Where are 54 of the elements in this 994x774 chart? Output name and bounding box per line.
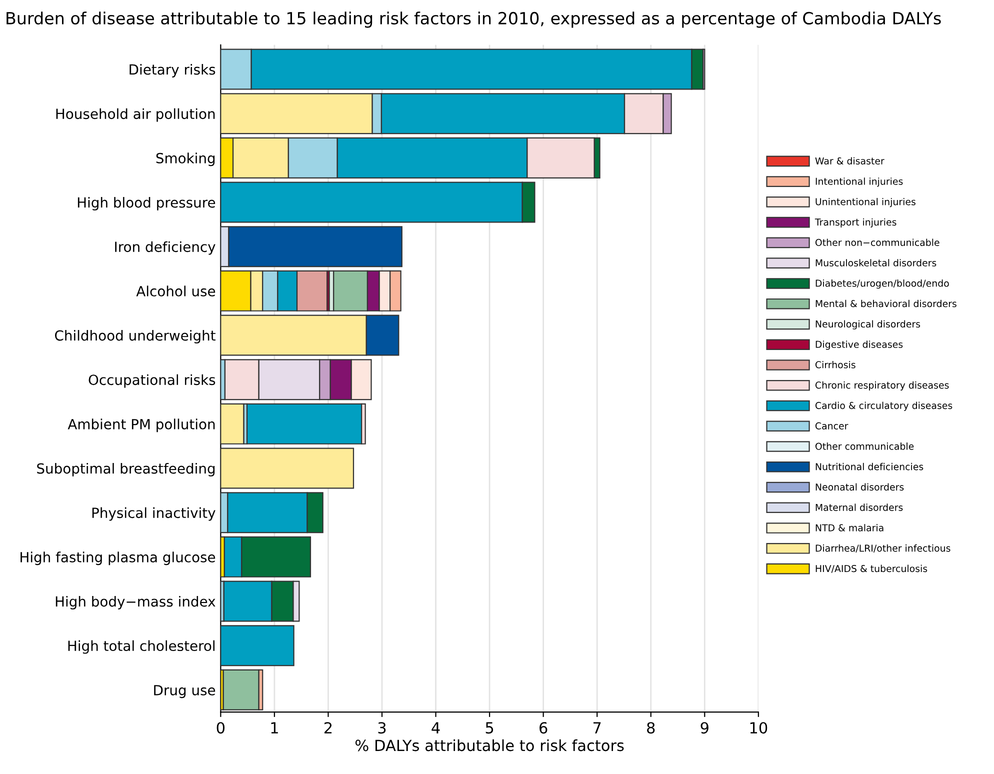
legend-label: Transport injuries	[814, 218, 896, 228]
bar	[222, 669, 260, 710]
bar	[246, 403, 362, 444]
x-axis-title: % DALYs attributable to risk factors	[355, 739, 624, 752]
y-tick-label: Iron deficiency	[115, 241, 216, 255]
x-tick-label: 3	[378, 722, 386, 734]
legend-label: Cirrhosis	[815, 361, 856, 368]
legend-label: Unintentional injuries	[816, 198, 916, 208]
legend-label: Cardio & circulatory diseases	[815, 402, 952, 411]
x-tick-label: 7	[593, 722, 601, 734]
legend-label: Maternal disorders	[816, 504, 903, 511]
legend-label: Intentional injuries	[816, 178, 903, 187]
x-tick-label: 1	[271, 722, 278, 734]
legend-label: Other communicable	[815, 442, 914, 450]
x-tick-label: 4	[432, 722, 440, 734]
x-tick-label: 9	[700, 722, 708, 734]
y-tick-label: High body−mass index	[56, 596, 216, 610]
y-tick-label: Ambient PM pollution	[68, 418, 215, 432]
chart-title: Burden of disease attributable to 15 leading risk factors in 2010, expressed as a percentage of Cambodia DALYs	[6, 12, 941, 28]
y-tick-label: Alcohol use	[136, 286, 216, 296]
x-tick-label: 2	[324, 722, 332, 734]
y-tick-label: Suboptimal breastfeeding	[37, 462, 215, 476]
y-tick-label: Childhood underweight	[55, 330, 216, 344]
legend-label: Digestive diseases	[816, 340, 903, 350]
legend-label: Diabetes/urogen/blood/endo	[816, 279, 949, 289]
y-tick-label: High fasting plasma glucose	[20, 552, 216, 566]
x-tick-label: 5	[486, 722, 494, 734]
y-tick-label: High total cholesterol	[68, 640, 215, 654]
y-tick-label: Physical inactivity	[92, 507, 216, 521]
legend-label: Mental & behavioral disorders	[816, 300, 956, 308]
legend-label: Other non−communicable	[815, 238, 940, 246]
legend-label: HIV/AIDS & tuberculosis	[816, 564, 928, 573]
legend-label: Diarrhea/LRI/other infectious	[816, 544, 950, 552]
y-tick-label: Household air pollution	[56, 108, 215, 122]
y-tick-label: Occupational risks	[88, 374, 216, 388]
legend-label: Chronic respiratory diseases	[815, 381, 949, 391]
y-tick-label: Smoking	[156, 152, 215, 166]
x-tick-label: 6	[540, 722, 548, 734]
bar	[220, 448, 354, 489]
y-tick-label: Drug use	[154, 685, 216, 698]
x-tick-label: 8	[647, 722, 655, 734]
y-tick-label: Dietary risks	[130, 64, 216, 78]
legend-label: NTD & malaria	[816, 524, 884, 532]
x-tick-label: 10	[750, 722, 768, 734]
x-tick-label: 0	[216, 722, 225, 734]
y-tick-label: High blood pressure	[78, 196, 216, 210]
bar	[220, 403, 244, 444]
legend-label: Neurological disorders	[816, 320, 920, 330]
bar	[220, 625, 294, 666]
legend-label: Cancer	[815, 422, 848, 430]
legend-label: Neonatal disorders	[816, 483, 904, 491]
legend-label: Nutritional deficiencies	[816, 462, 924, 470]
legend-label: War & disaster	[815, 157, 884, 164]
legend-label: Musculoskeletal disorders	[816, 259, 936, 266]
